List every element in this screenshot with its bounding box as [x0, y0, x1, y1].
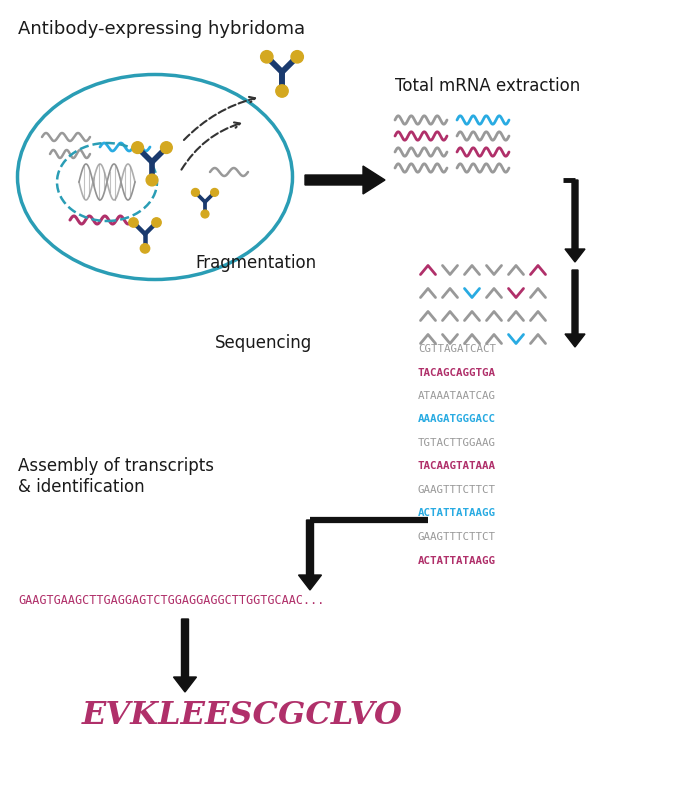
Circle shape — [152, 218, 161, 227]
Circle shape — [291, 51, 303, 63]
Text: AAAGATGGGACC: AAAGATGGGACC — [418, 414, 496, 425]
FancyArrow shape — [305, 166, 385, 194]
Text: Antibody-expressing hybridoma: Antibody-expressing hybridoma — [18, 20, 305, 38]
Text: Fragmentation: Fragmentation — [195, 254, 316, 272]
Circle shape — [260, 51, 273, 63]
Circle shape — [192, 188, 199, 196]
FancyArrow shape — [174, 619, 197, 692]
FancyArrow shape — [565, 270, 585, 347]
Circle shape — [140, 244, 150, 253]
Circle shape — [201, 210, 209, 218]
Text: GAAGTTTCTTCT: GAAGTTTCTTCT — [418, 485, 496, 495]
Text: ATAAATAATCAG: ATAAATAATCAG — [418, 391, 496, 401]
Text: TGTACTTGGAAG: TGTACTTGGAAG — [418, 438, 496, 448]
Text: TACAGCAGGTGA: TACAGCAGGTGA — [418, 367, 496, 378]
Text: Assembly of transcripts
& identification: Assembly of transcripts & identification — [18, 457, 214, 496]
Circle shape — [129, 218, 138, 227]
Circle shape — [160, 142, 172, 154]
Text: CGTTAGATCACT: CGTTAGATCACT — [418, 344, 496, 354]
FancyArrow shape — [298, 520, 321, 590]
Text: GAAGTGAAGCTTGAGGAGTCTGGAGGAGGCTTGGTGCAAC...: GAAGTGAAGCTTGAGGAGTCTGGAGGAGGCTTGGTGCAAC… — [18, 594, 324, 607]
Circle shape — [132, 142, 144, 154]
FancyArrow shape — [565, 180, 585, 262]
Text: GAAGTTTCTTCT: GAAGTTTCTTCT — [418, 532, 496, 542]
Text: ACTATTATAAGG: ACTATTATAAGG — [418, 555, 496, 565]
Circle shape — [211, 188, 218, 196]
Circle shape — [276, 85, 288, 97]
Text: EVKLEESCGCLVO: EVKLEESCGCLVO — [82, 700, 403, 731]
Circle shape — [146, 174, 158, 186]
Text: Sequencing: Sequencing — [215, 334, 312, 352]
Text: ACTATTATAAGG: ACTATTATAAGG — [418, 508, 496, 519]
Text: TACAAGTATAAA: TACAAGTATAAA — [418, 462, 496, 471]
Text: Total mRNA extraction: Total mRNA extraction — [395, 77, 580, 95]
